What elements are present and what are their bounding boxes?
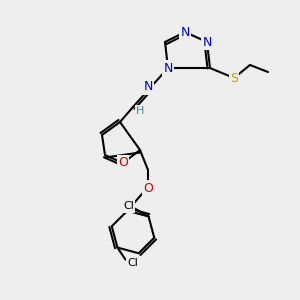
Text: N: N [180,26,190,38]
Text: Cl: Cl [127,258,138,268]
Text: Cl: Cl [123,201,134,212]
Text: N: N [163,61,173,74]
Text: O: O [118,157,128,169]
Text: N: N [202,35,212,49]
Text: O: O [143,182,153,194]
Text: N: N [143,80,153,94]
Text: H: H [136,106,144,116]
Text: S: S [230,71,238,85]
